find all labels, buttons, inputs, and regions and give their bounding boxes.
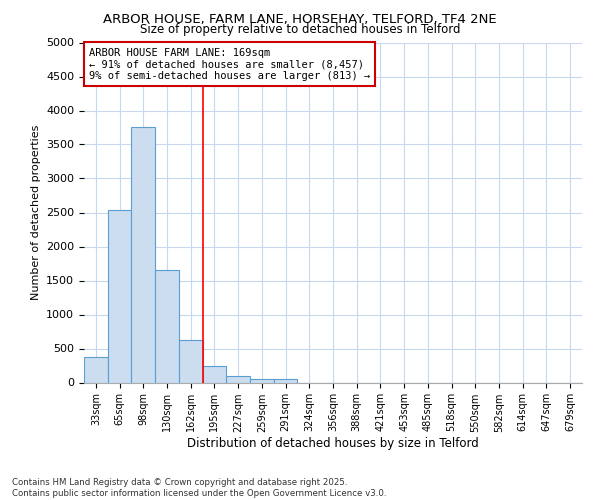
Text: ARBOR HOUSE FARM LANE: 169sqm
← 91% of detached houses are smaller (8,457)
9% of: ARBOR HOUSE FARM LANE: 169sqm ← 91% of d… — [89, 48, 370, 81]
Bar — [226, 376, 250, 382]
Bar — [155, 270, 179, 382]
Bar — [84, 358, 108, 382]
Text: Size of property relative to detached houses in Telford: Size of property relative to detached ho… — [140, 22, 460, 36]
Bar — [250, 379, 274, 382]
Bar — [179, 340, 203, 382]
Bar — [274, 379, 298, 382]
Text: Contains HM Land Registry data © Crown copyright and database right 2025.
Contai: Contains HM Land Registry data © Crown c… — [12, 478, 386, 498]
X-axis label: Distribution of detached houses by size in Telford: Distribution of detached houses by size … — [187, 438, 479, 450]
Bar — [108, 210, 131, 382]
Text: ARBOR HOUSE, FARM LANE, HORSEHAY, TELFORD, TF4 2NE: ARBOR HOUSE, FARM LANE, HORSEHAY, TELFOR… — [103, 12, 497, 26]
Bar — [203, 366, 226, 382]
Y-axis label: Number of detached properties: Number of detached properties — [31, 125, 41, 300]
Bar — [131, 128, 155, 382]
